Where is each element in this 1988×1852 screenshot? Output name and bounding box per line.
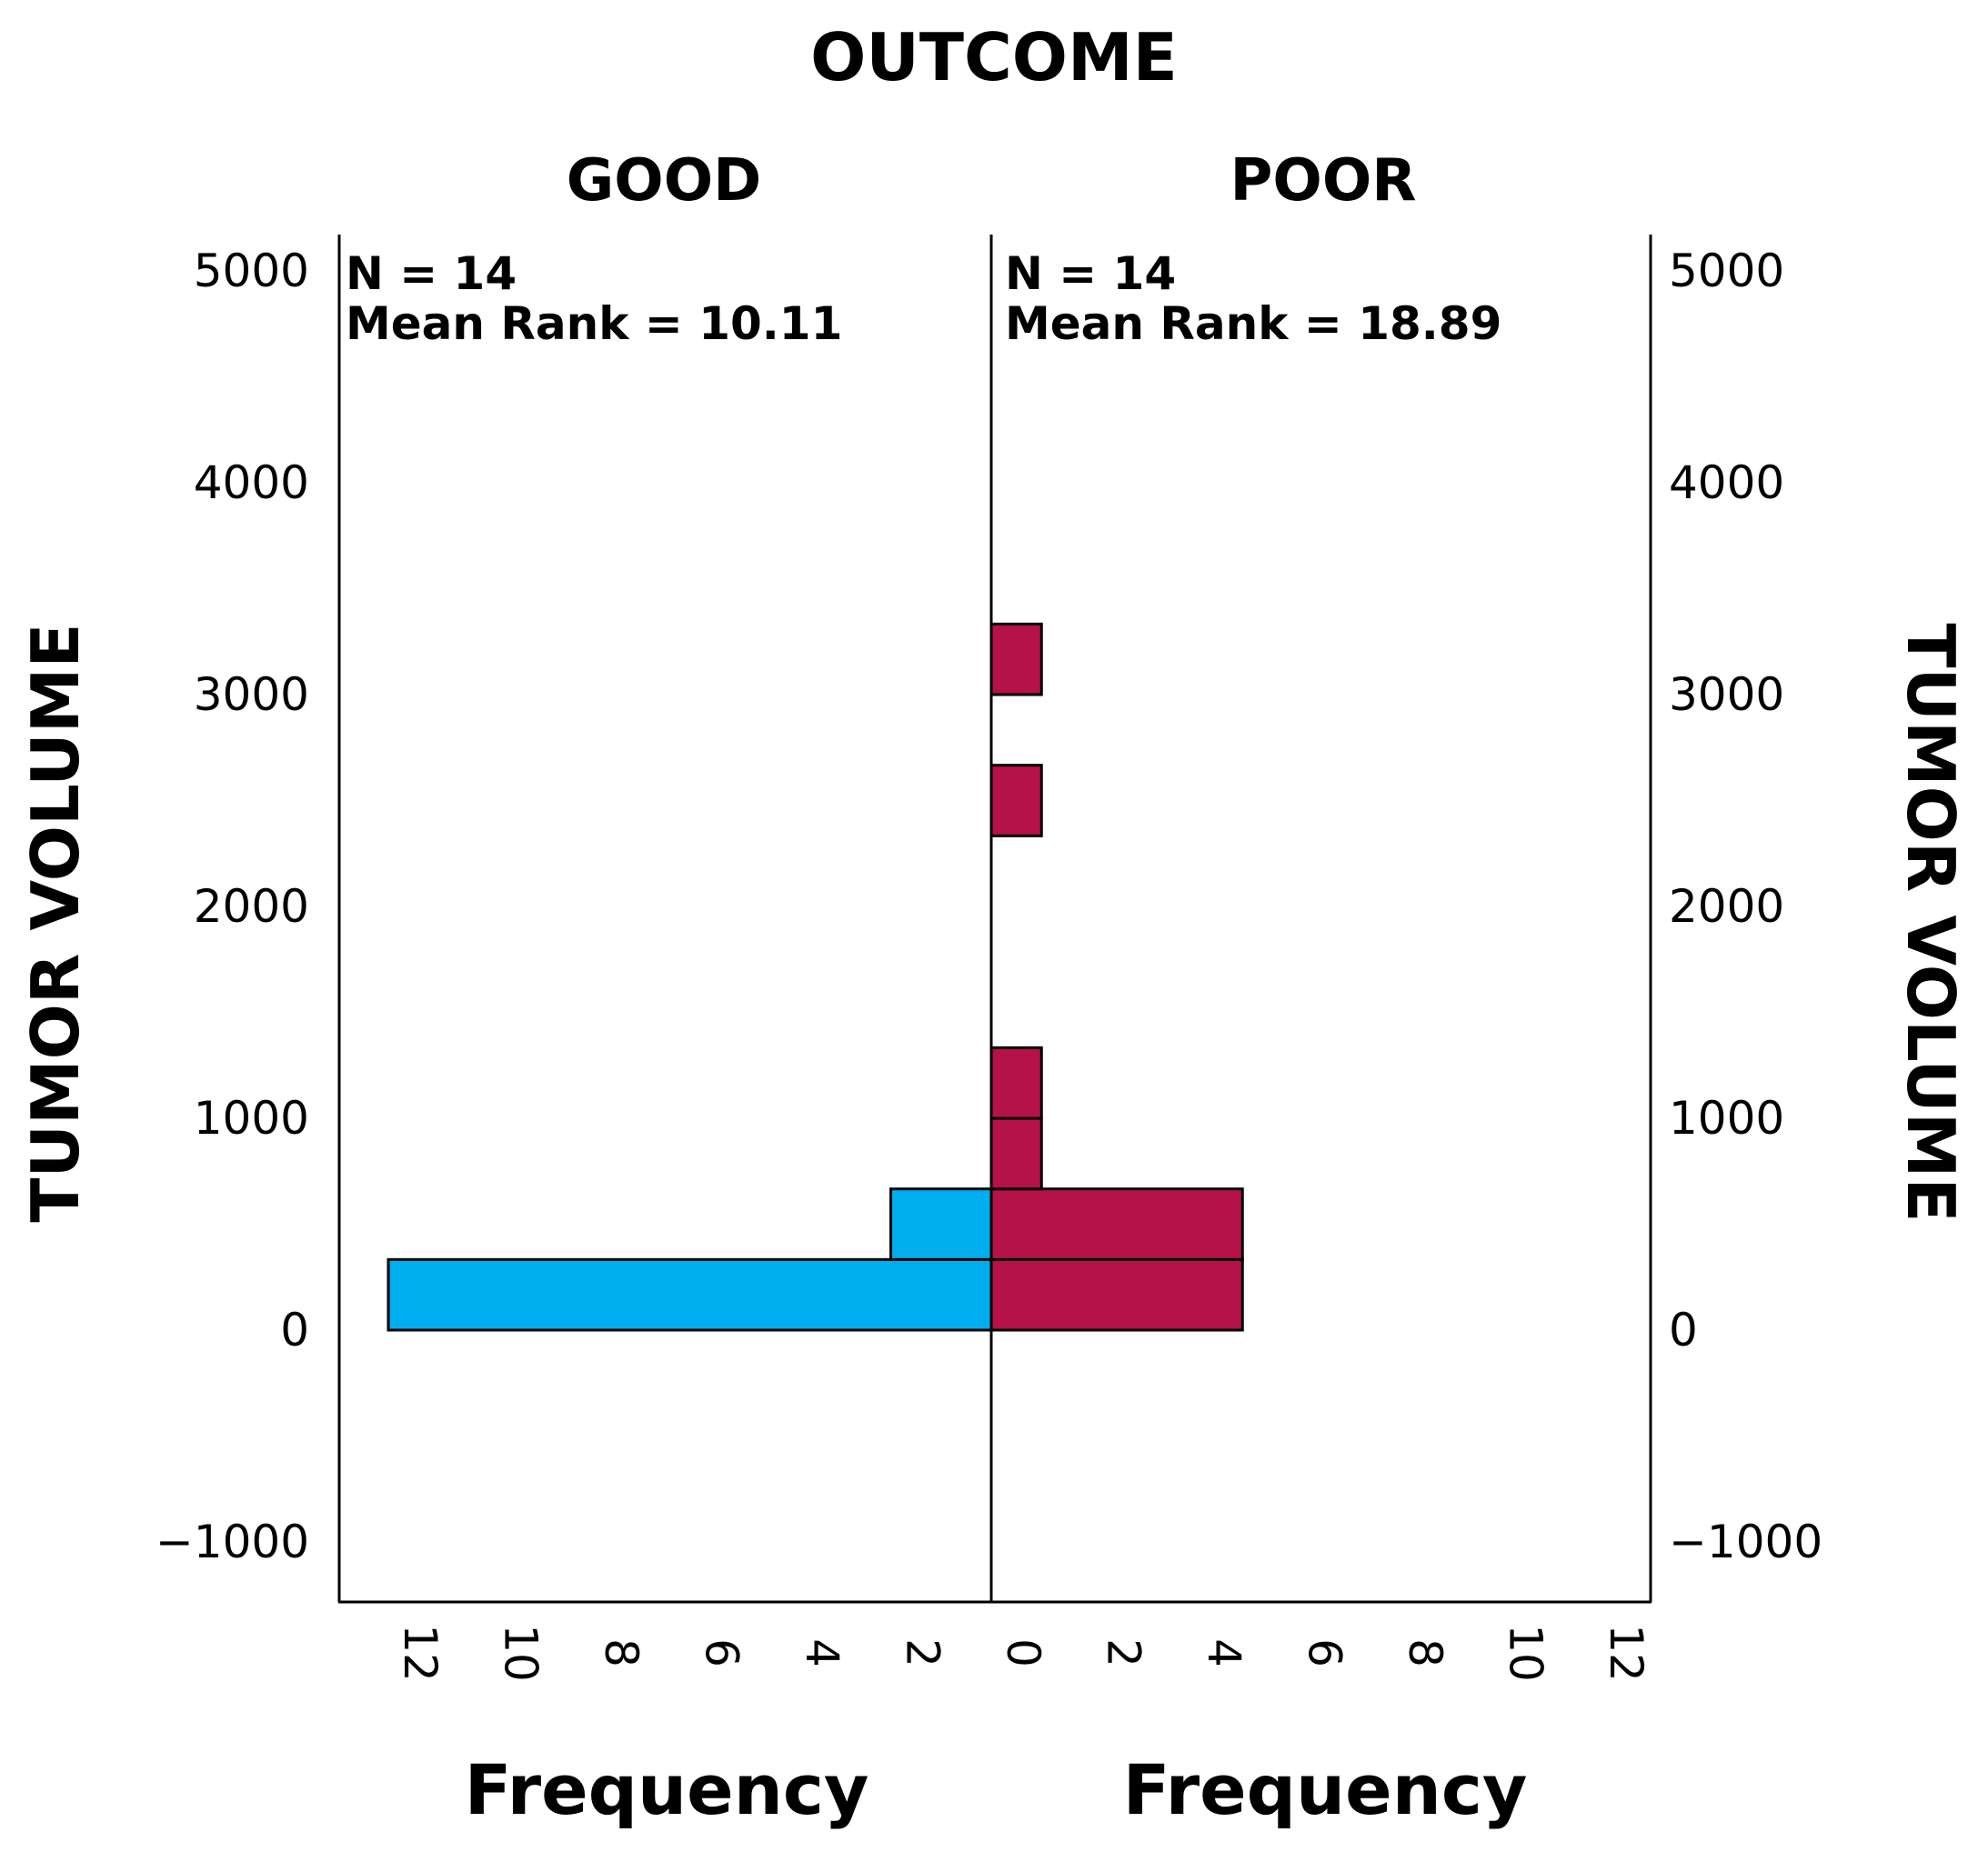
x-tick-5-1: 10: [1500, 1624, 1552, 1682]
x-axis-label-poor: Frequency: [1123, 1749, 1528, 1830]
bar-poor-2: [989, 1116, 1043, 1191]
panel-stat-n-good: N = 14: [346, 247, 517, 300]
x-tick-4-1: 8: [1399, 1638, 1451, 1667]
y-tick-left-6: −1000: [156, 1516, 309, 1568]
x-tick-2-1: 4: [1198, 1638, 1250, 1667]
x-tick-6-1: 12: [1600, 1624, 1652, 1682]
y-tick-right-4: 1000: [1669, 1092, 1784, 1145]
panel-stat-n-poor: N = 14: [1005, 247, 1176, 300]
y-axis-label-right: TUMOR VOLUME: [1893, 623, 1969, 1222]
y-tick-left-4: 1000: [194, 1092, 309, 1145]
y-tick-right-0: 5000: [1669, 245, 1784, 297]
bar-good-1: [889, 1187, 993, 1261]
chart-title: OUTCOME: [810, 19, 1178, 95]
x-tick-1-1: 2: [1098, 1638, 1150, 1667]
bar-poor-0: [989, 1257, 1244, 1332]
x-tick-6-0: 12: [394, 1624, 447, 1682]
x-tick-2-0: 4: [796, 1638, 848, 1667]
y-tick-right-5: 0: [1669, 1304, 1698, 1356]
x-tick-4-0: 8: [595, 1638, 648, 1667]
y-tick-left-5: 0: [280, 1304, 309, 1356]
x-ticks: 0 2 2 4 4 6 6 8 8 10 10 12 12: [394, 1624, 1652, 1682]
bar-poor-5: [989, 622, 1043, 696]
y-ticks-left: 5000 4000 3000 2000 1000 0 −1000: [156, 245, 309, 1568]
panel-title-poor: POOR: [1230, 147, 1417, 215]
y-tick-left-1: 4000: [194, 456, 309, 509]
y-ticks-right: 5000 4000 3000 2000 1000 0 −1000: [1669, 245, 1822, 1568]
good-bars: [387, 1187, 993, 1332]
x-tick-5-0: 10: [495, 1624, 547, 1682]
y-tick-right-6: −1000: [1669, 1516, 1822, 1568]
x-tick-3-0: 6: [696, 1638, 748, 1667]
bar-poor-3: [989, 1046, 1043, 1120]
y-tick-left-0: 5000: [194, 245, 309, 297]
poor-bars: [989, 622, 1244, 1332]
x-axis-label-good: Frequency: [465, 1749, 869, 1830]
y-tick-right-2: 3000: [1669, 668, 1784, 721]
x-tick-0-0: 0: [997, 1638, 1049, 1667]
bar-good-0: [387, 1257, 993, 1332]
bar-poor-4: [989, 764, 1043, 837]
bar-poor-1: [989, 1187, 1244, 1261]
panel-stat-meanrank-poor: Mean Rank = 18.89: [1005, 297, 1501, 350]
y-tick-right-3: 2000: [1669, 880, 1784, 933]
y-tick-right-1: 4000: [1669, 456, 1784, 509]
y-tick-left-3: 2000: [194, 880, 309, 933]
y-axis-label-left: TUMOR VOLUME: [17, 623, 94, 1222]
panel-title-good: GOOD: [567, 147, 761, 215]
axis-lines: [337, 235, 1652, 1604]
panel-stat-meanrank-good: Mean Rank = 10.11: [346, 297, 842, 350]
x-tick-3-1: 6: [1299, 1638, 1351, 1667]
x-tick-1-0: 2: [897, 1638, 949, 1667]
y-tick-left-2: 3000: [194, 668, 309, 721]
